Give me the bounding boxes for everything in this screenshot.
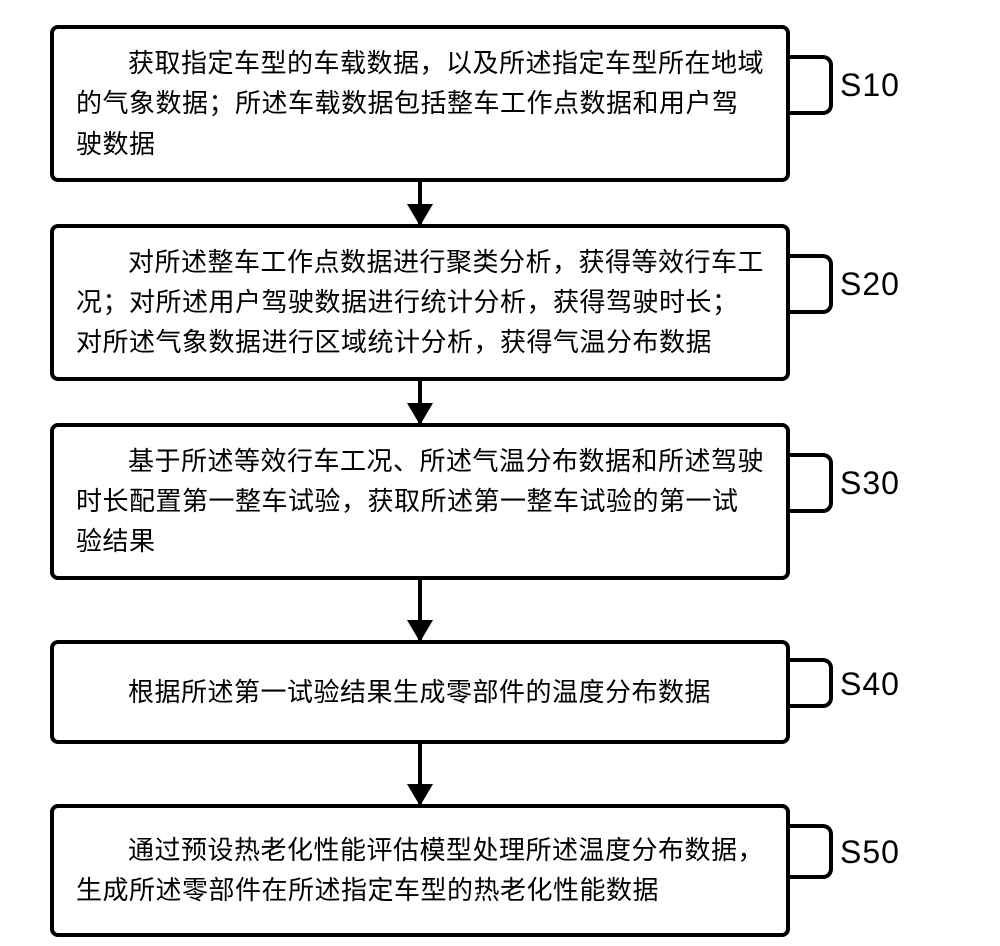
step-text-s30: 基于所述等效行车工况、所述气温分布数据和所述驾驶时长配置第一整车试验，获取所述第… [76,446,764,557]
arrowhead-icon [407,403,433,425]
step-box-s10: 获取指定车型的车载数据，以及所述指定车型所在地域的气象数据；所述车载数据包括整车… [50,25,790,182]
step-text-s10: 获取指定车型的车载数据，以及所述指定车型所在地域的气象数据；所述车载数据包括整车… [76,48,764,159]
step-box-s40: 根据所述第一试验结果生成零部件的温度分布数据 [50,640,790,744]
step-row-s50: 通过预设热老化性能评估模型处理所述温度分布数据，生成所述零部件在所述指定车型的热… [50,804,950,937]
step-text-s50: 通过预设热老化性能评估模型处理所述温度分布数据，生成所述零部件在所述指定车型的热… [76,835,764,905]
step-label-s30: S30 [840,465,900,502]
label-hook-s10 [788,55,833,115]
label-hook-s30 [788,453,833,513]
arrowhead-icon [407,784,433,806]
step-row-s20: 对所述整车工作点数据进行聚类分析，获得等效行车工况；对所述用户驾驶数据进行统计分… [50,224,950,381]
step-text-s40: 根据所述第一试验结果生成零部件的温度分布数据 [128,677,711,707]
step-row-s10: 获取指定车型的车载数据，以及所述指定车型所在地域的气象数据；所述车载数据包括整车… [50,25,950,182]
arrowhead-icon [407,204,433,226]
label-hook-s20 [788,254,833,314]
step-box-s20: 对所述整车工作点数据进行聚类分析，获得等效行车工况；对所述用户驾驶数据进行统计分… [50,224,790,381]
label-hook-s40 [788,658,833,708]
flowchart-container: 获取指定车型的车载数据，以及所述指定车型所在地域的气象数据；所述车载数据包括整车… [50,25,950,937]
connector-s10-s20 [50,182,790,224]
step-label-s50: S50 [840,834,900,871]
step-text-s20: 对所述整车工作点数据进行聚类分析，获得等效行车工况；对所述用户驾驶数据进行统计分… [76,247,764,358]
label-hook-s50 [788,824,833,879]
step-box-s50: 通过预设热老化性能评估模型处理所述温度分布数据，生成所述零部件在所述指定车型的热… [50,804,790,937]
connector-s30-s40 [50,580,790,640]
step-row-s30: 基于所述等效行车工况、所述气温分布数据和所述驾驶时长配置第一整车试验，获取所述第… [50,423,950,580]
connector-s40-s50 [50,744,790,804]
step-box-s30: 基于所述等效行车工况、所述气温分布数据和所述驾驶时长配置第一整车试验，获取所述第… [50,423,790,580]
step-label-s10: S10 [840,67,900,104]
step-label-s20: S20 [840,266,900,303]
step-row-s40: 根据所述第一试验结果生成零部件的温度分布数据 S40 [50,640,950,744]
step-label-s40: S40 [840,666,900,703]
arrowhead-icon [407,620,433,642]
connector-s20-s30 [50,381,790,423]
